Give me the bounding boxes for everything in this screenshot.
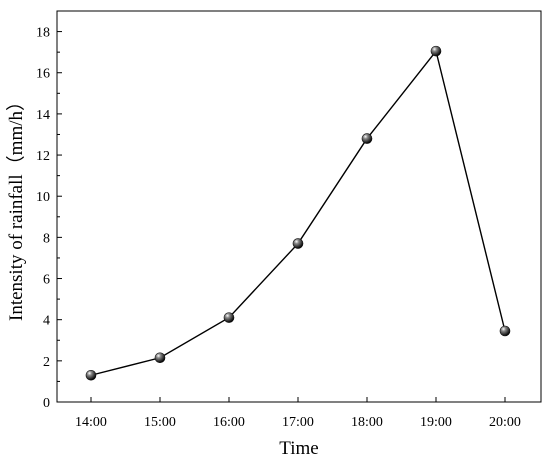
x-tick-label: 19:00 [420,415,452,430]
x-tick-label: 15:00 [144,415,176,430]
y-tick-label: 12 [36,149,50,164]
plot-frame [56,10,542,403]
data-point [430,45,442,57]
data-point [154,352,166,364]
data-point [499,325,511,337]
y-tick-label: 14 [36,108,50,123]
y-tick-label: 6 [43,273,50,288]
y-tick-label: 0 [43,396,50,411]
x-tick-label: 17:00 [282,415,314,430]
data-point [223,312,235,323]
data-point [292,238,304,249]
x-tick-label: 16:00 [213,415,245,430]
x-tick-label: 18:00 [351,415,383,430]
y-tick-label: 4 [43,314,50,329]
y-tick-label: 10 [36,190,50,205]
y-tick-label: 16 [36,67,50,82]
series-layer [85,45,511,381]
x-tick-label: 14:00 [75,415,107,430]
x-axis-title: Time [279,438,318,459]
data-point [85,369,97,381]
y-tick-label: 8 [43,231,50,246]
x-tick-label: 20:00 [489,415,521,430]
y-tick-label: 2 [43,355,50,370]
series-line [90,49,506,376]
y-tick-label: 18 [36,26,50,41]
y-axis-ticks: 0 2 4 6 8 10 12 14 16 18 [36,26,62,411]
y-axis-title: Intensity of rainfall（mm/h） [5,92,27,321]
x-axis-ticks: 14:00 15:00 16:00 17:00 18:00 19:00 20:00 [75,397,521,430]
data-point [361,133,373,144]
